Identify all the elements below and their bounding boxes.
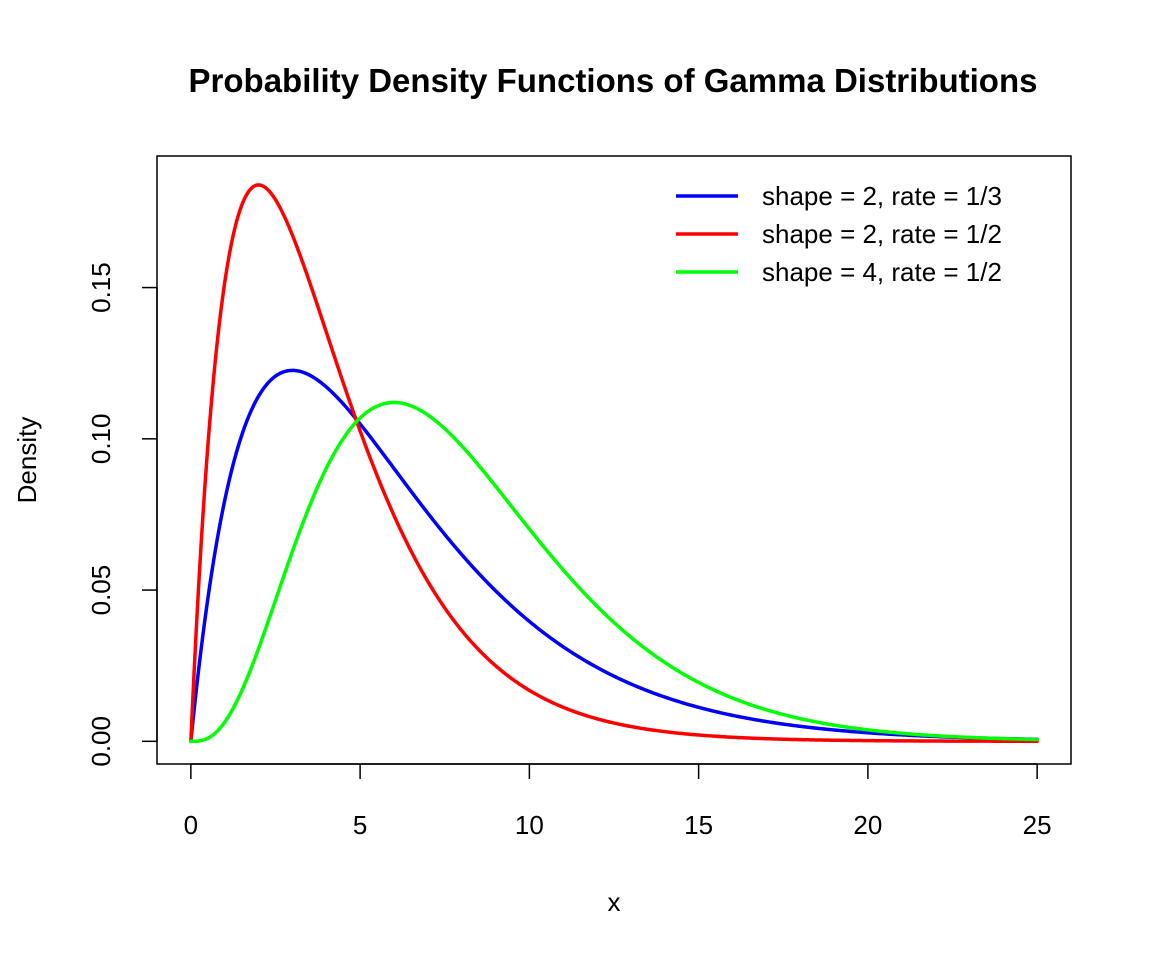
legend: shape = 2, rate = 1/3 shape = 2, rate = 1…	[676, 181, 1002, 287]
x-tick-label: 15	[684, 810, 713, 840]
series-line-2	[189, 183, 1039, 744]
y-tick-label: 0.00	[86, 716, 116, 767]
y-tick-label: 0.10	[86, 414, 116, 465]
y-axis: 0.00 0.05 0.10 0.15	[86, 262, 158, 767]
x-tick-label: 5	[353, 810, 367, 840]
y-axis-label: Density	[12, 417, 42, 504]
x-axis: 0 5 10 15 20 25	[184, 763, 1052, 840]
plot-lines	[189, 183, 1039, 744]
legend-label-2: shape = 2, rate = 1/2	[762, 219, 1002, 249]
y-tick-label: 0.05	[86, 565, 116, 616]
chart-title: Probability Density Functions of Gamma D…	[189, 62, 1038, 99]
series-line-1	[189, 368, 1039, 744]
y-tick-label: 0.15	[86, 262, 116, 313]
x-tick-label: 20	[853, 810, 882, 840]
x-tick-label: 0	[184, 810, 198, 840]
series-line-3	[189, 400, 1039, 744]
legend-label-1: shape = 2, rate = 1/3	[762, 181, 1002, 211]
x-axis-label: x	[608, 887, 621, 917]
legend-label-3: shape = 4, rate = 1/2	[762, 257, 1002, 287]
x-tick-label: 10	[515, 810, 544, 840]
x-tick-label: 25	[1023, 810, 1052, 840]
